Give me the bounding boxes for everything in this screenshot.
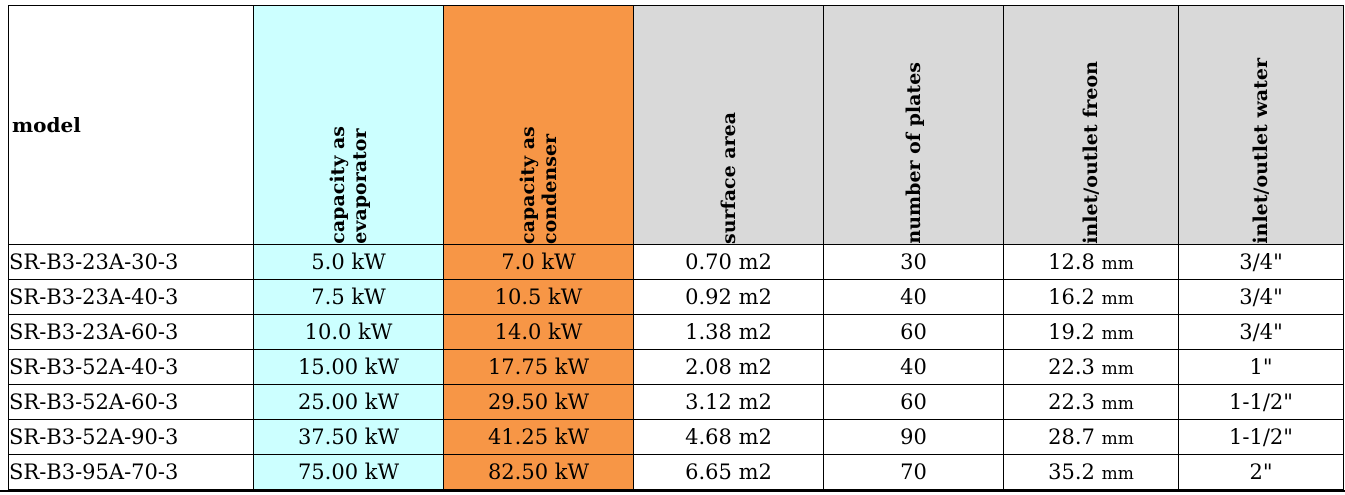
header-inlet-outlet-freon: inlet/outlet freon [1003, 5, 1179, 245]
table-row: SR-B3-52A-60-3 25.00 kW 29.50 kW 3.12 m2 60 2… [8, 384, 1344, 420]
header-number-of-plates: number of plates [823, 5, 1004, 245]
cell-surface-area: 6.65 m2 [633, 454, 824, 490]
cell-surface-area: 0.92 m2 [633, 279, 824, 315]
cell-surface-area: 4.68 m2 [633, 419, 824, 455]
cell-surface-area: 3.12 m2 [633, 384, 824, 420]
cell-model: SR-B3-52A-40-3 [8, 349, 254, 385]
heat-exchanger-spec-table: model capacity as evaporator capacity as… [8, 5, 1344, 490]
cell-evaporator-capacity: 5.0 kW [253, 244, 444, 280]
cell-evaporator-capacity: 25.00 kW [253, 384, 444, 420]
cell-model: SR-B3-23A-40-3 [8, 279, 254, 315]
cell-surface-area: 0.70 m2 [633, 244, 824, 280]
cell-evaporator-capacity: 37.50 kW [253, 419, 444, 455]
cell-number-of-plates: 30 [823, 244, 1004, 280]
cell-freon-connection: 19.2 mm [1003, 314, 1179, 350]
cell-freon-connection: 16.2 mm [1003, 279, 1179, 315]
header-inlet-outlet-water: inlet/outlet water [1178, 5, 1344, 245]
cell-surface-area: 1.38 m2 [633, 314, 824, 350]
header-model: model [8, 5, 254, 245]
cell-model: SR-B3-52A-60-3 [8, 384, 254, 420]
cell-surface-area: 2.08 m2 [633, 349, 824, 385]
cell-condenser-capacity: 41.25 kW [443, 419, 634, 455]
cell-number-of-plates: 60 [823, 314, 1004, 350]
cell-condenser-capacity: 14.0 kW [443, 314, 634, 350]
cell-condenser-capacity: 17.75 kW [443, 349, 634, 385]
cell-model: SR-B3-23A-60-3 [8, 314, 254, 350]
cell-number-of-plates: 60 [823, 384, 1004, 420]
cell-freon-connection: 28.7 mm [1003, 419, 1179, 455]
cell-number-of-plates: 40 [823, 349, 1004, 385]
bottom-rule [0, 490, 1345, 492]
header-capacity-condenser: capacity as condenser [443, 5, 634, 245]
cell-condenser-capacity: 29.50 kW [443, 384, 634, 420]
header-capacity-evaporator: capacity as evaporator [253, 5, 444, 245]
cell-water-connection: 3/4" [1178, 314, 1344, 350]
cell-number-of-plates: 70 [823, 454, 1004, 490]
cell-model: SR-B3-52A-90-3 [8, 419, 254, 455]
cell-model: SR-B3-23A-30-3 [8, 244, 254, 280]
cell-freon-connection: 12.8 mm [1003, 244, 1179, 280]
cell-condenser-capacity: 82.50 kW [443, 454, 634, 490]
table-row: SR-B3-23A-60-3 10.0 kW 14.0 kW 1.38 m2 60 19.… [8, 314, 1344, 350]
cell-water-connection: 1" [1178, 349, 1344, 385]
table-row: SR-B3-23A-40-3 7.5 kW 10.5 kW 0.92 m2 40 16.2… [8, 279, 1344, 315]
cell-water-connection: 3/4" [1178, 279, 1344, 315]
cell-evaporator-capacity: 7.5 kW [253, 279, 444, 315]
page-top-edge [0, 0, 1345, 6]
cell-condenser-capacity: 7.0 kW [443, 244, 634, 280]
cell-model: SR-B3-95A-70-3 [8, 454, 254, 490]
cell-number-of-plates: 40 [823, 279, 1004, 315]
cell-water-connection: 1-1/2" [1178, 419, 1344, 455]
table-row: SR-B3-23A-30-3 5.0 kW 7.0 kW 0.70 m2 30 12.8 … [8, 244, 1344, 280]
cell-freon-connection: 22.3 mm [1003, 349, 1179, 385]
cell-water-connection: 1-1/2" [1178, 384, 1344, 420]
cell-number-of-plates: 90 [823, 419, 1004, 455]
table-row: SR-B3-95A-70-3 75.00 kW 82.50 kW 6.65 m2 70 3… [8, 454, 1344, 490]
table-row: SR-B3-52A-40-3 15.00 kW 17.75 kW 2.08 m2 40 2… [8, 349, 1344, 385]
header-surface-area: surface area [633, 5, 824, 245]
cell-water-connection: 3/4" [1178, 244, 1344, 280]
cell-water-connection: 2" [1178, 454, 1344, 490]
cell-freon-connection: 35.2 mm [1003, 454, 1179, 490]
table-row: SR-B3-52A-90-3 37.50 kW 41.25 kW 4.68 m2 90 2… [8, 419, 1344, 455]
cell-evaporator-capacity: 75.00 kW [253, 454, 444, 490]
header-row: model capacity as evaporator capacity as… [8, 5, 1344, 245]
cell-evaporator-capacity: 10.0 kW [253, 314, 444, 350]
cell-freon-connection: 22.3 mm [1003, 384, 1179, 420]
cell-condenser-capacity: 10.5 kW [443, 279, 634, 315]
cell-evaporator-capacity: 15.00 kW [253, 349, 444, 385]
